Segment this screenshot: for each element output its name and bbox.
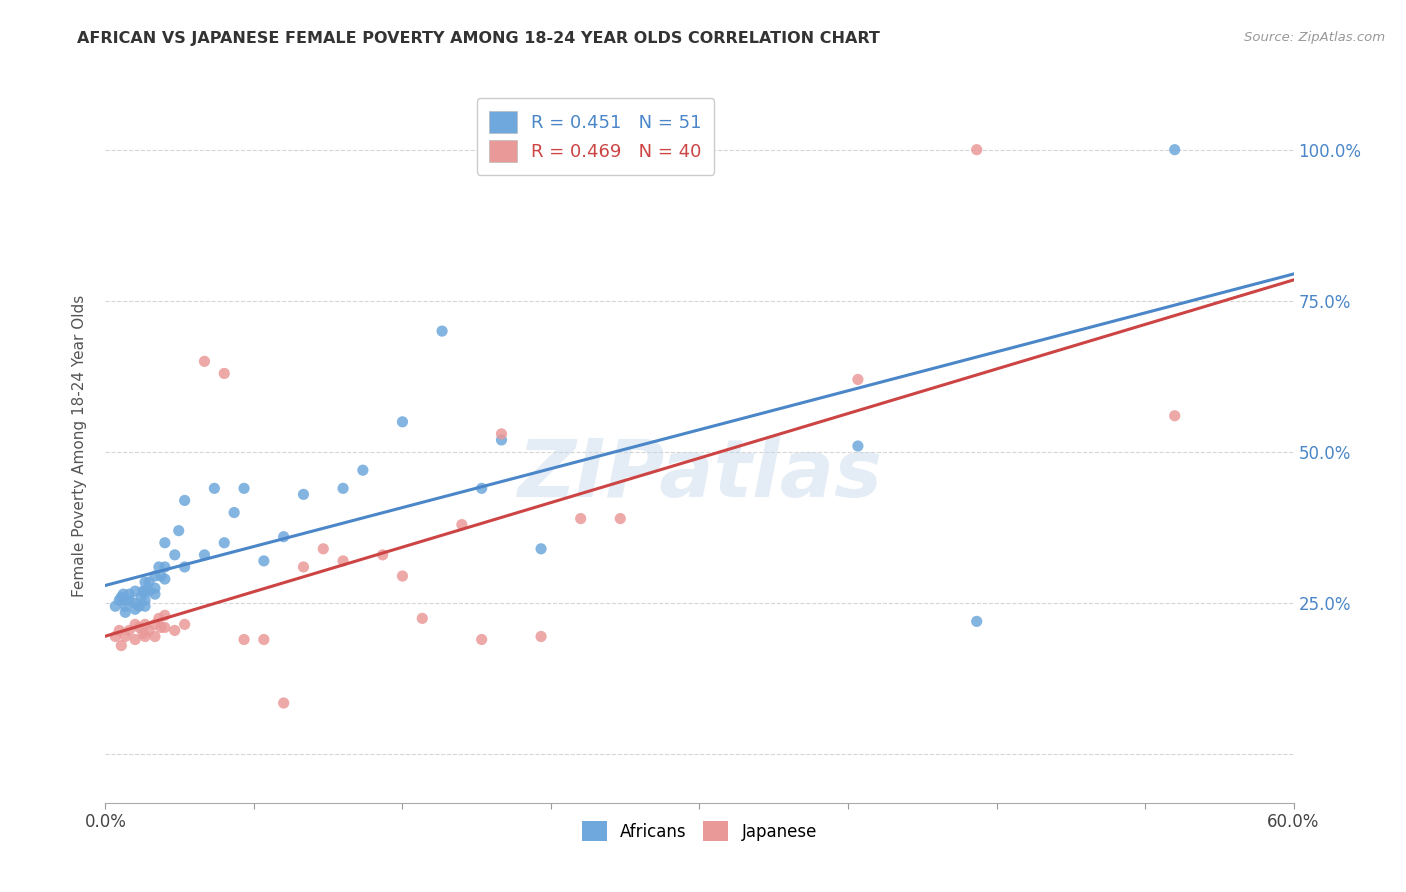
Point [966, 143, 988, 157]
Y-axis label: Female Poverty Among 18-24 Year Olds: Female Poverty Among 18-24 Year Olds [72, 295, 87, 597]
Point [173, 560, 195, 574]
Point [846, 372, 869, 386]
Point [114, 593, 136, 607]
Point [138, 584, 160, 599]
Point [104, 630, 127, 644]
Point [114, 605, 136, 619]
Point [143, 581, 166, 595]
Point [1164, 143, 1187, 157]
Point [134, 617, 156, 632]
Point [312, 541, 335, 556]
Point [569, 511, 592, 525]
Point [193, 354, 215, 368]
Point [193, 548, 215, 562]
Point [124, 632, 146, 647]
Point [124, 584, 146, 599]
Point [148, 560, 170, 574]
Text: ZIPatlas: ZIPatlas [517, 435, 882, 514]
Point [153, 608, 176, 623]
Point [128, 620, 150, 634]
Point [530, 630, 553, 644]
Point [110, 639, 132, 653]
Point [167, 524, 190, 538]
Point [253, 554, 276, 568]
Point [224, 506, 246, 520]
Point [124, 617, 146, 632]
Point [332, 481, 354, 495]
Point [124, 596, 146, 610]
Point [352, 463, 374, 477]
Point [129, 590, 152, 604]
Point [846, 439, 869, 453]
Point [273, 696, 295, 710]
Point [128, 599, 150, 614]
Point [411, 611, 433, 625]
Point [124, 602, 146, 616]
Point [966, 615, 988, 629]
Point [332, 554, 354, 568]
Point [134, 593, 156, 607]
Point [110, 590, 132, 604]
Point [530, 541, 553, 556]
Point [138, 624, 160, 638]
Point [153, 560, 176, 574]
Point [292, 560, 315, 574]
Point [450, 517, 472, 532]
Point [153, 535, 176, 549]
Point [214, 535, 236, 549]
Point [108, 593, 131, 607]
Point [173, 617, 195, 632]
Point [118, 587, 141, 601]
Point [491, 433, 513, 447]
Point [163, 624, 186, 638]
Point [138, 575, 160, 590]
Point [430, 324, 453, 338]
Point [132, 626, 155, 640]
Point [134, 630, 156, 644]
Point [143, 569, 166, 583]
Point [609, 511, 631, 525]
Point [149, 569, 172, 583]
Point [253, 632, 276, 647]
Point [1164, 409, 1187, 423]
Point [173, 493, 195, 508]
Point [108, 624, 131, 638]
Point [233, 632, 256, 647]
Point [114, 630, 136, 644]
Point [202, 481, 225, 495]
Text: AFRICAN VS JAPANESE FEMALE POVERTY AMONG 18-24 YEAR OLDS CORRELATION CHART: AFRICAN VS JAPANESE FEMALE POVERTY AMONG… [77, 31, 880, 46]
Point [143, 617, 166, 632]
Point [134, 584, 156, 599]
Point [112, 587, 135, 601]
Point [471, 481, 494, 495]
Point [153, 620, 176, 634]
Point [471, 632, 494, 647]
Point [132, 584, 155, 599]
Point [149, 620, 172, 634]
Point [114, 599, 136, 614]
Point [134, 599, 156, 614]
Point [233, 481, 256, 495]
Point [371, 548, 394, 562]
Point [143, 587, 166, 601]
Point [148, 611, 170, 625]
Point [214, 367, 236, 381]
Point [292, 487, 315, 501]
Point [163, 548, 186, 562]
Point [273, 530, 295, 544]
Point [143, 630, 166, 644]
Legend: Africans, Japanese: Africans, Japanese [575, 814, 824, 848]
Point [118, 593, 141, 607]
Point [491, 426, 513, 441]
Point [391, 569, 413, 583]
Point [104, 599, 127, 614]
Point [391, 415, 413, 429]
Point [153, 572, 176, 586]
Point [134, 575, 156, 590]
Point [118, 624, 141, 638]
Text: Source: ZipAtlas.com: Source: ZipAtlas.com [1244, 31, 1385, 45]
